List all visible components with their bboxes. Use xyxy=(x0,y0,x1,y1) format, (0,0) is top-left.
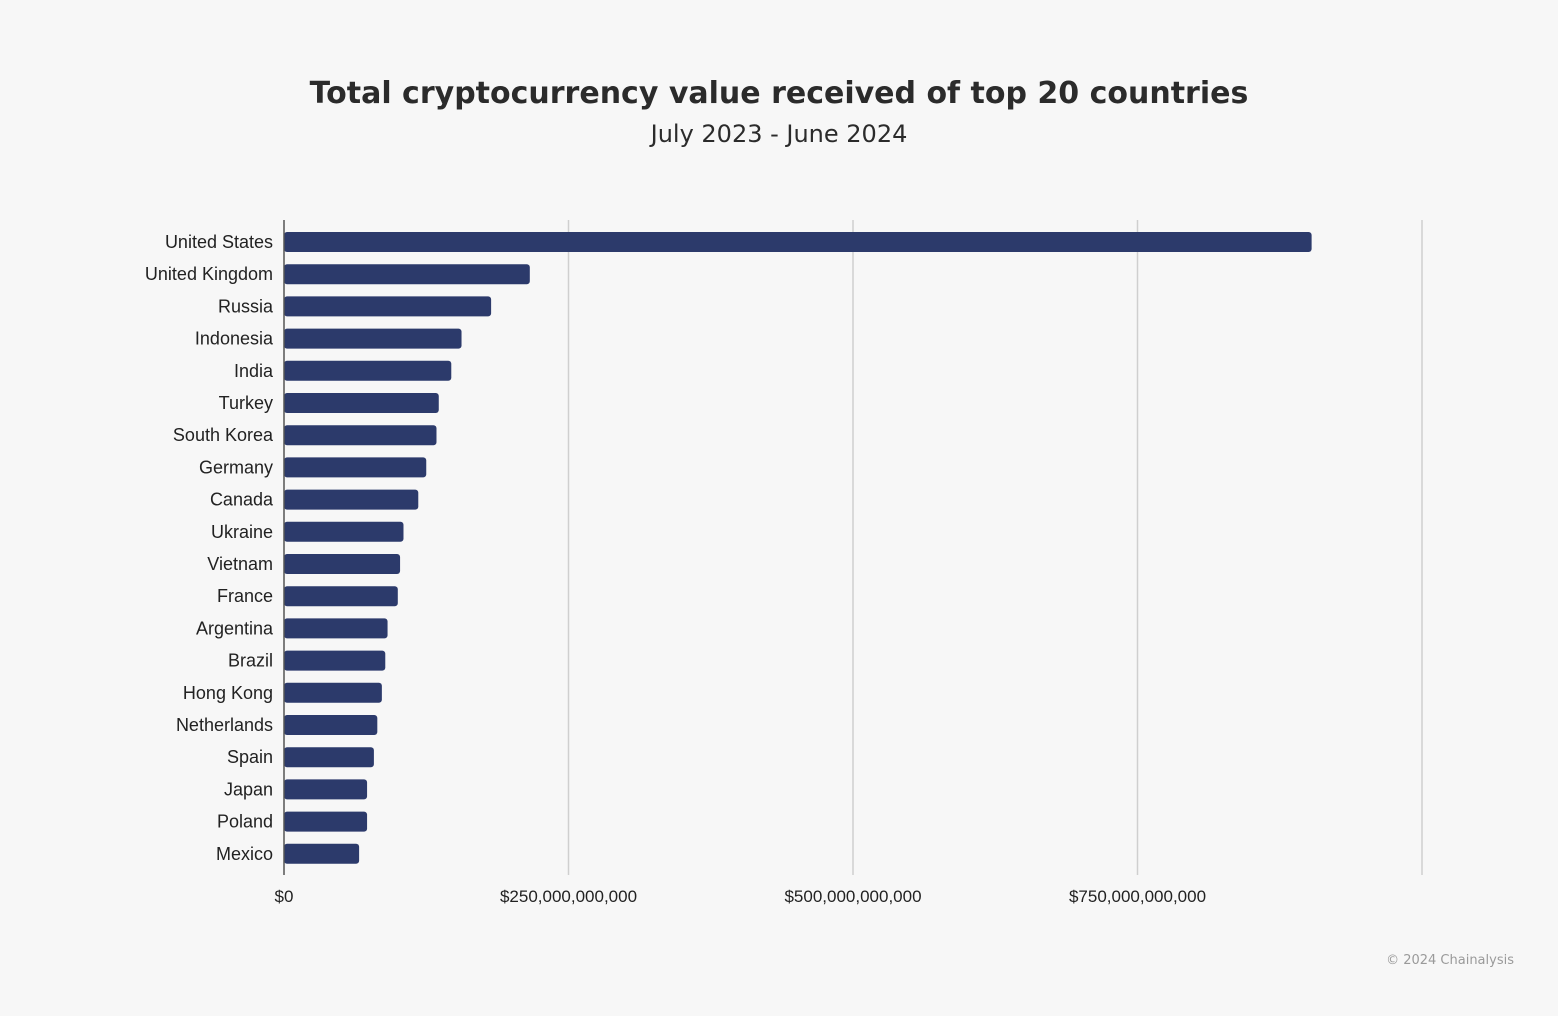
bar xyxy=(284,715,378,735)
category-label: Brazil xyxy=(228,651,273,671)
x-tick-label: $0 xyxy=(275,887,294,906)
chart-title: Total cryptocurrency value received of t… xyxy=(309,76,1249,111)
x-tick-label: $750,000,000,000 xyxy=(1069,887,1206,906)
category-label: Turkey xyxy=(219,393,273,413)
category-label: France xyxy=(217,586,273,606)
category-label: India xyxy=(234,361,274,381)
category-label: Germany xyxy=(199,457,273,477)
category-label: United States xyxy=(165,232,273,252)
category-label: Hong Kong xyxy=(183,683,273,703)
bar xyxy=(284,264,530,285)
bar xyxy=(284,554,401,574)
category-label: Mexico xyxy=(216,844,273,864)
bar xyxy=(284,811,368,832)
category-label: Vietnam xyxy=(207,554,273,574)
bar xyxy=(284,618,388,639)
category-label: South Korea xyxy=(173,425,274,445)
category-label: Netherlands xyxy=(176,715,273,735)
category-label: United Kingdom xyxy=(145,264,273,284)
category-label: Canada xyxy=(210,490,274,510)
bar xyxy=(284,457,427,478)
bar xyxy=(284,296,492,317)
bar xyxy=(284,650,386,671)
bar xyxy=(284,586,398,607)
category-label: Spain xyxy=(227,747,273,767)
bar xyxy=(284,425,437,446)
category-label: Russia xyxy=(218,296,274,316)
bar xyxy=(284,232,1312,252)
category-label: Argentina xyxy=(196,618,274,638)
copyright-footer: © 2024 Chainalysis xyxy=(1386,953,1514,968)
bar xyxy=(284,779,368,800)
category-label: Ukraine xyxy=(211,522,273,542)
category-label: Japan xyxy=(224,779,273,799)
bar xyxy=(284,682,382,703)
bar xyxy=(284,747,374,768)
category-label: Indonesia xyxy=(195,329,274,349)
bar xyxy=(284,328,462,349)
bar xyxy=(284,489,419,510)
category-label: Poland xyxy=(217,812,273,832)
chart-subtitle: July 2023 - June 2024 xyxy=(650,120,908,148)
bar xyxy=(284,360,452,381)
bar xyxy=(284,393,439,413)
x-tick-label: $500,000,000,000 xyxy=(784,887,921,906)
bar xyxy=(284,843,360,864)
bar xyxy=(284,521,404,542)
x-tick-label: $250,000,000,000 xyxy=(500,887,637,906)
